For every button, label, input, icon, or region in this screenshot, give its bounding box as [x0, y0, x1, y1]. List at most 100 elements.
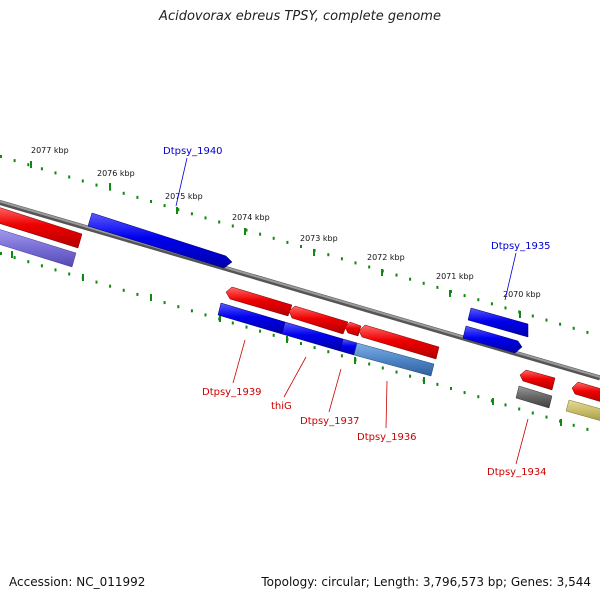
minor-tick: [136, 195, 139, 199]
minor-tick: [163, 204, 166, 208]
minor-tick: [477, 298, 480, 302]
minor-tick: [395, 370, 398, 374]
minor-tick: [0, 252, 2, 255]
minor-tick: [190, 212, 193, 216]
leader-thig: [283, 356, 307, 398]
minor-tick: [436, 382, 439, 386]
gene-dtpsy-1936-steel[interactable]: [353, 342, 435, 377]
minor-tick: [586, 330, 589, 334]
minor-tick: [450, 387, 452, 390]
leader-dtpsy-1936: [385, 380, 388, 429]
minor-tick: [27, 163, 30, 167]
minor-tick: [300, 342, 302, 345]
gene-label-dtpsy-1936[interactable]: Dtpsy_1936: [357, 432, 417, 443]
tick-label-2070: 2070 kbp: [503, 290, 541, 299]
minor-tick: [545, 415, 548, 419]
minor-tick: [13, 256, 16, 260]
major-tick-2074: [244, 228, 246, 235]
minor-tick: [109, 284, 112, 288]
minor-tick: [300, 245, 302, 248]
tick-label-2076: 2076 kbp: [97, 169, 135, 178]
gene-label-dtpsy-1939[interactable]: Dtpsy_1939: [202, 387, 262, 398]
minor-tick: [572, 326, 575, 330]
minor-tick: [340, 354, 343, 358]
minor-tick: [150, 200, 152, 203]
minor-tick: [477, 395, 480, 399]
minor-tick: [40, 264, 43, 268]
minor-tick: [368, 265, 371, 269]
gene-right-khaki[interactable]: [565, 399, 600, 422]
gene-label-dtpsy-1937[interactable]: Dtpsy_1937: [300, 416, 360, 427]
map-title: Acidovorax ebreus TPSY, complete genome: [159, 9, 441, 24]
gene-label-dtpsy-1934[interactable]: Dtpsy_1934: [487, 467, 547, 478]
tick-label-2077: 2077 kbp: [31, 146, 69, 155]
gene-blue-mid-right[interactable]: [462, 325, 523, 354]
minor-tick: [327, 253, 330, 257]
minor-tick: [586, 427, 589, 431]
minor-tick: [218, 220, 221, 224]
minor-tick: [231, 321, 234, 325]
gene-left-lavender[interactable]: [0, 228, 77, 268]
gene-dtpsy-1934-red[interactable]: [519, 369, 556, 391]
inner-major-tick: [286, 336, 288, 343]
minor-tick: [177, 208, 180, 212]
leader-dtpsy-1940: [175, 157, 188, 207]
major-tick-2072: [381, 269, 383, 276]
major-tick-2070: [519, 311, 521, 318]
major-tick-2077: [30, 161, 32, 168]
minor-tick: [531, 411, 534, 415]
minor-tick: [204, 313, 207, 317]
minor-tick: [122, 191, 125, 195]
minor-tick: [68, 175, 71, 179]
minor-tick: [54, 171, 57, 175]
tick-label-2073: 2073 kbp: [300, 234, 338, 243]
minor-tick: [136, 292, 139, 296]
gene-label-thig[interactable]: thiG: [271, 401, 292, 412]
minor-tick: [368, 362, 371, 366]
minor-tick: [68, 272, 71, 276]
gene-gray[interactable]: [515, 385, 553, 409]
inner-major-tick: [150, 294, 152, 301]
inner-tick-ring: [0, 251, 589, 431]
minor-tick: [354, 261, 357, 265]
minor-tick: [463, 294, 466, 298]
minor-tick: [572, 423, 575, 427]
inner-major-tick: [423, 377, 425, 384]
minor-tick: [463, 391, 466, 395]
minor-tick: [204, 216, 207, 220]
gene-left-red-outer[interactable]: [0, 206, 83, 249]
minor-tick: [0, 155, 2, 158]
major-tick-2076: [109, 183, 111, 190]
gene-dtpsy-1935[interactable]: [467, 307, 529, 338]
gene-label-dtpsy-1935[interactable]: Dtpsy_1935: [491, 241, 551, 252]
gene-dtpsy-1939-red[interactable]: [225, 286, 293, 317]
tick-label-2074: 2074 kbp: [232, 213, 270, 222]
minor-tick: [327, 350, 330, 354]
minor-tick: [436, 285, 439, 289]
minor-tick: [231, 224, 234, 228]
gene-dtpsy-1940[interactable]: [87, 212, 233, 269]
minor-tick: [272, 333, 275, 337]
minor-tick: [504, 306, 507, 310]
gene-dtpsy-1936-red[interactable]: [358, 324, 440, 360]
minor-tick: [122, 288, 125, 292]
minor-tick: [13, 159, 16, 163]
gene-thig-red[interactable]: [288, 305, 349, 335]
gene-right-red[interactable]: [571, 381, 600, 403]
major-tick-2071: [449, 290, 451, 297]
minor-tick: [95, 183, 98, 187]
gene-label-dtpsy-1940[interactable]: Dtpsy_1940: [163, 146, 223, 157]
inner-major-tick: [354, 357, 356, 364]
leader-dtpsy-1934: [515, 418, 529, 465]
minor-tick: [490, 399, 493, 403]
minor-tick: [531, 314, 534, 318]
minor-tick: [272, 236, 275, 240]
minor-tick: [395, 273, 398, 277]
gene-small-red[interactable]: [344, 321, 362, 337]
minor-tick: [95, 280, 98, 284]
inner-major-tick: [82, 274, 84, 281]
minor-tick: [177, 305, 180, 309]
tick-label-2072: 2072 kbp: [367, 253, 405, 262]
minor-tick: [245, 325, 248, 329]
